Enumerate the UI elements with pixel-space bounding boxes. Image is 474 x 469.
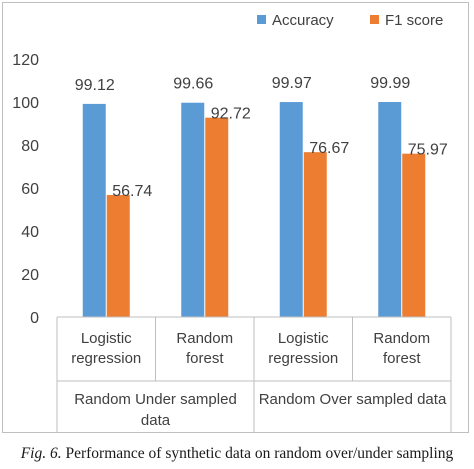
y-tick-label: 20 [21,267,39,284]
f1-score-bar [106,195,130,317]
data-label: 75.97 [408,142,448,159]
legend-swatch [257,15,266,24]
y-tick-label: 40 [21,224,39,241]
category-label: regression [268,350,338,367]
bar-chart: 0 20 40 60 80 100 120 99.12 99.66 99.97 99.99 56.74… [12,12,452,432]
y-tick-label: 100 [12,95,39,112]
figure-caption: Fig. 6. Performance of synthetic data on… [0,445,474,463]
group-label: data [141,412,171,429]
accuracy-bar [378,102,402,317]
accuracy-bar [181,102,205,317]
accuracy-bar [279,102,303,317]
category-label: regression [71,350,141,367]
y-tick-label: 0 [30,310,39,327]
data-label: 56.74 [112,183,152,200]
f1-score-bar [303,152,327,317]
f1-score-bar [402,153,426,317]
legend-label: F1 score [385,12,443,29]
data-label: 99.97 [272,75,312,92]
data-label: 76.67 [309,140,349,157]
category-label: Random [373,330,430,347]
category-label: Logistic [278,330,329,347]
category-label: Random [176,330,233,347]
data-label: 92.72 [211,106,251,123]
accuracy-bar [82,103,106,317]
legend-label: Accuracy [272,12,334,29]
data-label: 99.12 [75,77,115,94]
y-tick-label: 60 [21,181,39,198]
chart-frame: 0 20 40 60 80 100 120 99.12 99.66 99.97 99.99 56.74… [2,2,469,433]
f1-score-bar [205,117,229,317]
legend-swatch [370,15,379,24]
category-label: forest [383,350,421,367]
data-label: 99.99 [370,75,410,92]
group-label: Random Over sampled data [259,391,447,408]
caption-prefix: Fig. 6. [20,445,62,462]
group-label: Random Under sampled [74,391,237,408]
caption-text: Performance of synthetic data on random … [61,445,454,462]
data-label: 99.66 [173,76,213,93]
category-label: forest [186,350,224,367]
y-tick-label: 120 [12,52,39,69]
category-label: Logistic [81,330,132,347]
y-tick-label: 80 [21,138,39,155]
